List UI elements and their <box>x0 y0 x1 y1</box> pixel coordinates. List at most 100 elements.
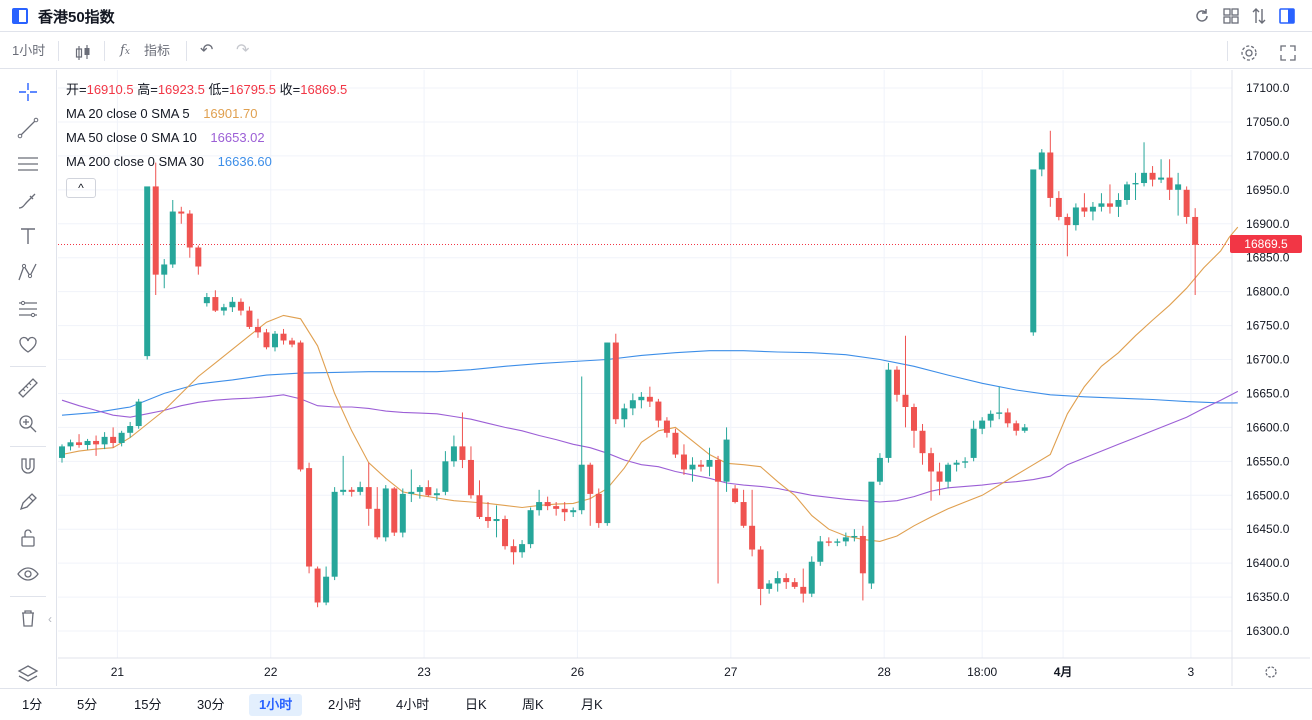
interval-1h[interactable]: 1小时 <box>249 694 303 716</box>
candle <box>476 480 483 520</box>
candle-body <box>1106 203 1113 207</box>
sma5-line <box>61 226 1239 542</box>
interval-1m[interactable]: 1分 <box>22 697 43 712</box>
candle <box>493 505 500 538</box>
magnet-icon[interactable] <box>14 452 42 480</box>
candle-body <box>851 535 858 538</box>
legend-collapse-button[interactable]: ^ <box>66 178 96 198</box>
candle <box>416 485 423 499</box>
candle <box>340 455 347 496</box>
candle <box>1072 203 1079 231</box>
candle-body <box>1166 177 1173 190</box>
candle <box>1166 159 1173 200</box>
candle-body <box>67 442 74 447</box>
candle <box>612 333 619 424</box>
interval-15m[interactable]: 15分 <box>134 697 162 712</box>
axis-settings-icon[interactable] <box>1265 666 1277 678</box>
ma-row[interactable]: MA 20 close 0 SMA 5 16901.70 <box>66 104 347 128</box>
candle <box>203 292 210 307</box>
ma-label: MA 50 close 0 SMA 10 <box>66 130 197 145</box>
time-tick-label: 21 <box>111 665 125 679</box>
unlock-icon[interactable] <box>14 524 42 552</box>
indicators-button[interactable]: 指标 <box>144 43 171 58</box>
open-label: 开= <box>66 82 87 97</box>
candle-body <box>1013 423 1020 431</box>
trash-icon[interactable] <box>14 604 42 632</box>
low-label: 低= <box>208 82 230 97</box>
candle <box>672 428 679 458</box>
trend-line-icon[interactable] <box>14 114 42 142</box>
candle-body <box>1124 184 1130 200</box>
time-tick-label: 3 <box>1188 665 1195 679</box>
candle <box>306 462 313 574</box>
settings-gear-icon[interactable] <box>1239 41 1259 61</box>
candle-body <box>919 430 926 454</box>
crosshair-icon[interactable] <box>14 78 42 106</box>
zoom-in-icon[interactable] <box>14 410 42 438</box>
measure-lines-icon[interactable] <box>14 294 42 322</box>
lock-pencil-icon[interactable] <box>14 488 42 516</box>
candle-body <box>416 487 423 492</box>
refresh-icon[interactable] <box>1192 6 1212 26</box>
sidebar-toggle-icon[interactable] <box>1277 6 1297 26</box>
sort-arrows-icon[interactable] <box>1249 6 1269 26</box>
candle <box>297 340 304 472</box>
candle <box>885 362 892 463</box>
price-tick-label: 16300.0 <box>1246 624 1290 638</box>
candle <box>1106 184 1113 214</box>
candle <box>67 439 74 451</box>
interval-5m[interactable]: 5分 <box>77 697 98 712</box>
horizontal-lines-icon[interactable] <box>14 150 42 178</box>
candle <box>212 290 219 312</box>
fullscreen-icon[interactable] <box>1278 41 1298 61</box>
candle <box>834 538 841 547</box>
ma-row[interactable]: MA 50 close 0 SMA 10 16653.02 <box>66 128 347 152</box>
candle <box>229 297 236 312</box>
pattern-icon[interactable] <box>14 258 42 286</box>
text-tool-icon[interactable] <box>14 222 42 250</box>
candle-body <box>876 457 883 482</box>
candlestick-chart[interactable]: 17100.0 17050.0 17000.0 16950.0 16900.0 16850… <box>58 70 1310 686</box>
interval-day[interactable]: 日K <box>465 697 487 712</box>
candle <box>314 566 321 608</box>
candle-body <box>229 301 236 308</box>
candlestick-type-icon[interactable] <box>74 41 92 61</box>
interval-selector[interactable]: 1小时 <box>12 43 46 58</box>
eye-visibility-icon[interactable] <box>14 560 42 588</box>
candle <box>1175 172 1182 216</box>
candle <box>433 488 440 501</box>
interval-2h[interactable]: 2小时 <box>328 697 362 712</box>
ruler-icon[interactable] <box>14 374 42 402</box>
interval-month[interactable]: 月K <box>581 697 603 712</box>
candle-body <box>195 247 202 267</box>
interval-week[interactable]: 周K <box>522 697 544 712</box>
price-tick-label: 16350.0 <box>1246 590 1290 604</box>
candle <box>442 451 449 496</box>
candle-body <box>527 510 534 545</box>
candle-body <box>433 493 440 496</box>
candle <box>408 469 415 503</box>
interval-4h[interactable]: 4小时 <box>396 697 430 712</box>
candle-body <box>323 576 330 603</box>
candle <box>587 462 594 526</box>
candle <box>135 398 142 429</box>
interval-30m[interactable]: 30分 <box>197 697 225 712</box>
candle <box>323 566 330 606</box>
ma-row[interactable]: MA 200 close 0 SMA 30 16636.60 <box>66 152 347 176</box>
candle <box>510 539 517 565</box>
grid-layout-icon[interactable] <box>1221 6 1241 26</box>
candle-body <box>237 301 244 311</box>
favorite-heart-icon[interactable] <box>14 330 42 358</box>
function-icon[interactable]: fx <box>120 43 130 58</box>
layers-icon[interactable] <box>14 660 42 688</box>
candle-body <box>996 412 1003 414</box>
candle <box>740 489 747 528</box>
candle <box>902 335 909 428</box>
redo-icon[interactable]: ↷ <box>236 42 250 59</box>
candle <box>502 515 509 550</box>
undo-icon[interactable]: ↶ <box>200 42 214 59</box>
brush-icon[interactable] <box>14 186 42 214</box>
candle-body <box>101 436 108 445</box>
candle-body <box>1115 199 1122 207</box>
collapse-toolbar-chevron-icon[interactable]: ‹ <box>48 612 52 626</box>
